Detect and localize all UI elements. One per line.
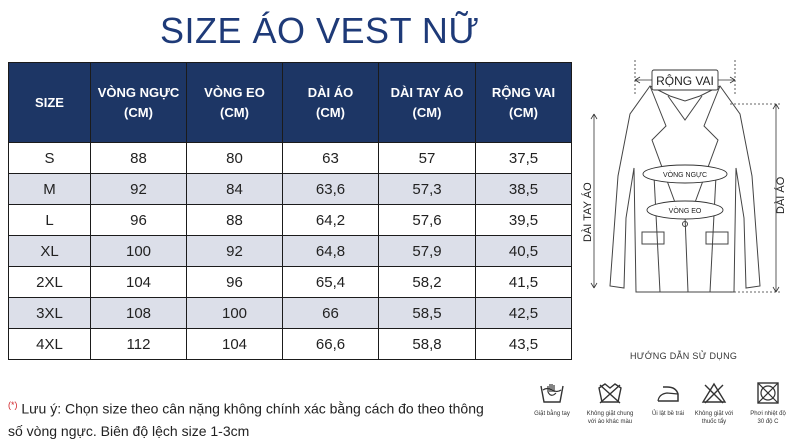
table-cell: 88 xyxy=(90,142,187,174)
col-header-waist: VÒNG EO (CM) xyxy=(186,62,283,143)
table-cell: 63,6 xyxy=(282,173,379,205)
table-cell: 3XL xyxy=(8,297,91,329)
table-row: 3XL 108 100 66 58,5 42,5 xyxy=(8,297,572,329)
table-cell: M xyxy=(8,173,91,205)
table-cell: 57,6 xyxy=(378,204,476,236)
jacket-outline xyxy=(609,85,761,293)
page-title: SIZE ÁO VEST NỮ xyxy=(160,10,480,51)
table-cell: 4XL xyxy=(8,328,91,360)
care-label: Giặt bằng tay xyxy=(534,411,570,417)
care-label: Phơi nhiệt độ 30 độ C xyxy=(750,411,786,425)
table-row: L 96 88 64,2 57,6 39,5 xyxy=(8,204,572,236)
table-row: M 92 84 63,6 57,3 38,5 xyxy=(8,173,572,205)
table-header-row: SIZE VÒNG NGỰC (CM) VÒNG EO (CM) DÀI ÁO (CM… xyxy=(8,62,572,143)
no-mixed-wash-icon xyxy=(598,383,622,404)
sleeve-label: DÀI TAY ÁO xyxy=(581,182,594,242)
table-cell: 57,9 xyxy=(378,235,476,267)
table-cell: 38,5 xyxy=(475,173,572,205)
care-item: Phơi nhiệt độ 30 độ C xyxy=(740,382,796,426)
table-row: 4XL 112 104 66,6 58,8 43,5 xyxy=(8,328,572,360)
table-cell: 42,5 xyxy=(475,297,572,329)
table-cell: 64,2 xyxy=(282,204,379,236)
table-cell: S xyxy=(8,142,91,174)
length-label: DÀI ÁO xyxy=(774,176,787,214)
table-cell: 112 xyxy=(90,328,187,360)
iron-reverse-icon xyxy=(657,386,679,402)
table-cell: 58,2 xyxy=(378,266,476,298)
table-cell: 88 xyxy=(186,204,283,236)
col-header-chest: VÒNG NGỰC (CM) xyxy=(90,62,187,143)
table-cell: 43,5 xyxy=(475,328,572,360)
table-cell: 58,5 xyxy=(378,297,476,329)
table-cell: 58,8 xyxy=(378,328,476,360)
table-cell: 57 xyxy=(378,142,476,174)
waist-label: VÒNG EO xyxy=(669,206,702,215)
table-cell: 40,5 xyxy=(475,235,572,267)
table-row: XL 100 92 64,8 57,9 40,5 xyxy=(8,235,572,267)
care-item: Không giặt với thuốc tẩy xyxy=(686,382,742,426)
care-item: Giặt bằng tay xyxy=(524,382,580,418)
care-label: Không giặt với thuốc tẩy xyxy=(694,411,734,425)
table-cell: 65,4 xyxy=(282,266,379,298)
table-cell: 84 xyxy=(186,173,283,205)
table-cell: 37,5 xyxy=(475,142,572,174)
table-cell: 92 xyxy=(90,173,187,205)
care-item: Không giặt chung với áo khác màu xyxy=(582,382,638,426)
table-cell: 104 xyxy=(186,328,283,360)
col-header-size: SIZE xyxy=(8,62,91,143)
dry-temp-icon xyxy=(757,382,779,404)
note-mark: (*) xyxy=(8,400,18,410)
note-text: Lưu ý: Chọn size theo cân nặng không chí… xyxy=(8,400,484,439)
care-label: Ủi lật bề trái xyxy=(651,411,684,417)
care-guide-title: HƯỚNG DẪN SỬ DỤNG xyxy=(630,351,738,361)
table-cell: 104 xyxy=(90,266,187,298)
table-row: 2XL 104 96 65,4 58,2 41,5 xyxy=(8,266,572,298)
chest-label: VÒNG NGỰC xyxy=(663,170,707,179)
table-cell: 66,6 xyxy=(282,328,379,360)
no-bleach-icon xyxy=(701,382,727,404)
size-table: SIZE VÒNG NGỰC (CM) VÒNG EO (CM) DÀI ÁO (CM… xyxy=(8,62,572,360)
care-label: Không giặt chung với áo khác màu xyxy=(586,411,634,425)
table-row: S 88 80 63 57 37,5 xyxy=(8,142,572,174)
size-note: (*) Lưu ý: Chọn size theo cân nặng không… xyxy=(8,394,488,442)
table-cell: 39,5 xyxy=(475,204,572,236)
hand-wash-icon xyxy=(540,384,564,403)
care-item: Ủi lật bề trái xyxy=(640,382,696,418)
table-cell: 41,5 xyxy=(475,266,572,298)
table-cell: 64,8 xyxy=(282,235,379,267)
table-cell: 108 xyxy=(90,297,187,329)
table-cell: 92 xyxy=(186,235,283,267)
table-cell: 96 xyxy=(90,204,187,236)
table-cell: 80 xyxy=(186,142,283,174)
jacket-diagram: RỘNG VAI VÒNG NGỰC VÒNG EO DÀI TAY ÁO DÀ… xyxy=(581,60,787,293)
table-cell: 63 xyxy=(282,142,379,174)
table-cell: 57,3 xyxy=(378,173,476,205)
table-cell: XL xyxy=(8,235,91,267)
table-cell: 2XL xyxy=(8,266,91,298)
shoulder-label: RỘNG VAI xyxy=(656,73,714,88)
col-header-shoulder: RỘNG VAI (CM) xyxy=(475,62,572,143)
table-cell: 96 xyxy=(186,266,283,298)
table-cell: 100 xyxy=(90,235,187,267)
col-header-sleeve: DÀI TAY ÁO (CM) xyxy=(378,62,476,143)
table-cell: 100 xyxy=(186,297,283,329)
col-header-length: DÀI ÁO (CM) xyxy=(282,62,379,143)
table-cell: L xyxy=(8,204,91,236)
table-cell: 66 xyxy=(282,297,379,329)
